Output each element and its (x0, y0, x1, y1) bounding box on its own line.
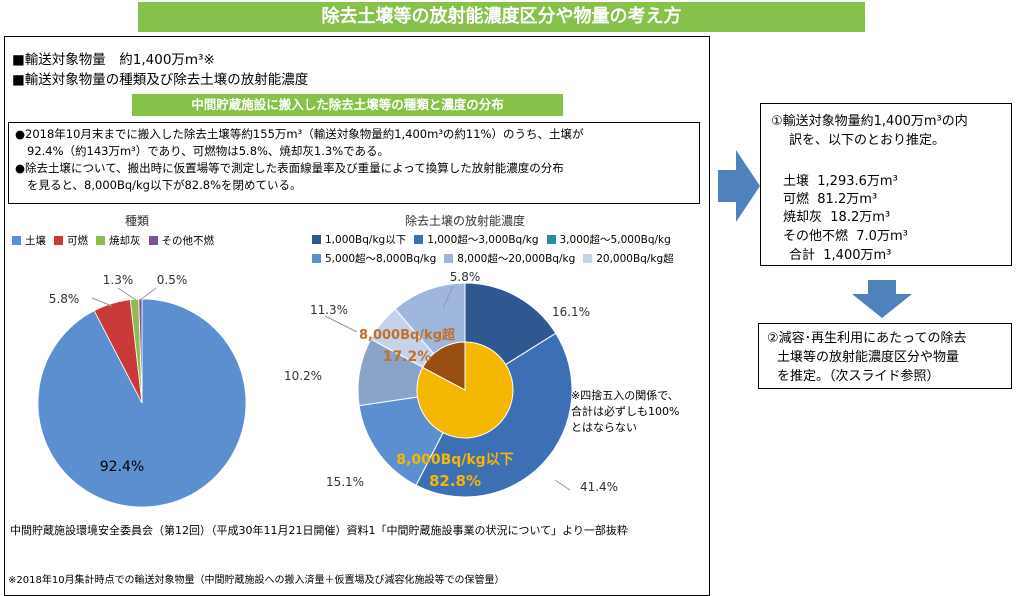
rounding-note: ※四捨五入の関係で、 合計は必ずしも100% とはならない (571, 388, 679, 436)
outer-value-label-0: 16.1% (552, 305, 590, 319)
legend-label: 可燃 (67, 235, 88, 247)
legend-label: 5,000超～8,000Bq/kg (325, 253, 437, 265)
legend-item-2: 3,000超～5,000Bq/kg (546, 232, 671, 247)
conc-leader-line-2 (324, 315, 358, 333)
leader-line-2 (139, 287, 157, 301)
legend-swatch (12, 236, 21, 245)
legend-item-3: 5,000超～8,000Bq/kg (312, 251, 436, 266)
breakdown-box: ①輸送対象物量約1,400万m³の内 訳を、以下のとおり推定。 土壌 1,293… (760, 103, 1012, 266)
legend-row-0: 1,000Bq/kg以下 1,000超～3,000Bq/kg 3,000超～5,00… (312, 232, 712, 247)
legend-label: その他不燃 (161, 235, 215, 247)
inner-slice-0 (416, 341, 514, 439)
legend-swatch (148, 236, 158, 245)
estimation-box: ②減容･再生利用にあたっての除去 土壌等の放射能濃度区分や物量 を推定。（次スラ… (758, 323, 1012, 389)
legend-item-3: その他不燃 (148, 233, 215, 248)
legend-item-1: 1,000超～3,000Bq/kg (414, 232, 539, 247)
pie-value-label-1: 5.8% (49, 292, 80, 306)
legend-swatch (546, 235, 556, 244)
info-box: ●2018年10月末までに搬入した除去土壌等約155万m³（輸送対象物量約1,4… (8, 122, 700, 204)
footnote: ※2018年10月集計時点での輸送対象物量（中間貯蔵施設への搬入済量＋仮置場及び… (8, 575, 505, 586)
outer-value-label-3: 10.2% (284, 369, 322, 383)
legend-item-0: 1,000Bq/kg以下 (312, 232, 406, 247)
conc-leader-line-0 (442, 285, 454, 309)
outer-value-label-4: 5.8% (450, 270, 481, 284)
legend-swatch (583, 254, 593, 263)
leader-line-1 (117, 287, 137, 301)
legend-label: 焼却灰 (109, 235, 141, 247)
chart-type-legend: 土壌 可燃 焼却灰 その他不燃 (12, 233, 222, 248)
pie-value-label-0: 92.4% (100, 459, 144, 475)
inner-label-over-8000: 8,000Bq/kg超 (359, 327, 456, 343)
summary-line-2: ■輸送対象物量の種類及び除去土壌の放射能濃度 (12, 72, 309, 88)
note-line-3: とはならない (571, 421, 637, 434)
legend-item-5: 20,000Bq/kg超 (583, 251, 674, 266)
summary-line-1: ■輸送対象物量 約1,400万m³※ (12, 52, 215, 68)
source-citation: 中間貯蔵施設環境安全委員会（第12回）（平成30年11月21日開催）資料1「中間… (10, 524, 628, 537)
outer-value-label-2: 15.1% (326, 475, 364, 489)
inner-label-under-8000: 8,000Bq/kg以下 (396, 452, 513, 468)
breakdown-row-combustible: 可燃 81.2万m³ (783, 192, 878, 207)
estimation-line-3: を推定。（次スライド参照） (777, 369, 940, 384)
conc-leader-line-1 (554, 479, 571, 491)
legend-swatch (414, 235, 424, 244)
legend-item-1: 可燃 (54, 233, 88, 248)
info-bullet-2a: ●除去土壌について、搬出時に仮置場等で測定した表面線量率及び重量によって換算した… (15, 161, 564, 175)
estimation-line-1: ②減容･再生利用にあたっての除去 (767, 331, 967, 346)
legend-swatch (312, 235, 321, 244)
inner-pct-over-8000: 17.2% (383, 349, 432, 365)
leader-line-0 (91, 297, 113, 307)
info-bullet-1a: ●2018年10月末までに搬入した除去土壌等約155万m³（輸送対象物量約1,4… (15, 127, 584, 141)
estimation-line-2: 土壌等の放射能濃度区分や物量 (777, 350, 960, 365)
legend-swatch (444, 254, 454, 263)
breakdown-row-other: その他不燃 7.0万m³ (783, 229, 908, 244)
pie-value-label-3: 0.5% (157, 273, 188, 287)
inner-slice-1 (421, 341, 466, 391)
breakdown-line-1: ①輸送対象物量約1,400万m³の内 (771, 114, 968, 129)
legend-item-0: 土壌 (12, 233, 46, 248)
legend-item-2: 焼却灰 (96, 233, 141, 248)
legend-swatch (96, 236, 105, 245)
note-line-1: ※四捨五入の関係で、 (571, 389, 679, 402)
breakdown-line-2: 訳を、以下のとおり推定。 (789, 133, 946, 148)
section-subtitle: 中間貯蔵施設に搬入した除去土壌等の種類と濃度の分布 (132, 94, 563, 116)
breakdown-row-soil: 土壌 1,293.6万m³ (783, 174, 898, 189)
chart-conc-donut: 16.1% 41.4% 15.1% 10.2% 5.8% 11.3% 8,000Bq/kg超… (284, 270, 618, 498)
breakdown-row-total: 合計 1,400万m³ (789, 248, 892, 263)
legend-row-1: 5,000超～8,000Bq/kg 8,000超～20,000Bq/kg 20,00… (312, 251, 712, 266)
legend-swatch (312, 254, 321, 263)
info-bullet-1b: 92.4%（約143万m³）であり、可燃物は5.8%、焼却灰1.3%である。 (27, 144, 390, 158)
legend-label: 1,000Bq/kg以下 (325, 234, 407, 246)
legend-label: 20,000Bq/kg超 (596, 253, 674, 265)
inner-pct-under-8000: 82.8% (429, 472, 481, 490)
chart-conc-title: 除去土壌の放射能濃度 (405, 214, 526, 228)
page-title: 除去土壌等の放射能濃度区分や物量の考え方 (138, 2, 865, 32)
legend-label: 土壌 (25, 235, 46, 247)
legend-label: 3,000超～5,000Bq/kg (559, 234, 671, 246)
legend-item-4: 8,000超～20,000Bq/kg (444, 251, 575, 266)
info-bullet-2b: を見ると、8,000Bq/kg以下が82.8%を閉めている。 (27, 178, 302, 192)
note-line-2: 合計は必ずしも100% (571, 405, 680, 418)
breakdown-row-ash: 焼却灰 18.2万m³ (783, 210, 891, 225)
chart-conc-legend: 1,000Bq/kg以下 1,000超～3,000Bq/kg 3,000超～5,00… (312, 232, 712, 270)
legend-swatch (54, 236, 63, 245)
legend-label: 8,000超～20,000Bq/kg (457, 253, 576, 265)
outer-value-label-5: 11.3% (310, 303, 348, 317)
legend-label: 1,000超～3,000Bq/kg (427, 234, 539, 246)
chart-type-pie: 92.4% 5.8% 1.3% 0.5% (37, 273, 247, 508)
right-arrow-icon (718, 150, 760, 222)
outer-value-label-1: 41.4% (580, 480, 618, 494)
chart-type-title: 種類 (125, 214, 150, 228)
down-arrow-icon (852, 280, 912, 318)
pie-value-label-2: 1.3% (103, 273, 134, 287)
